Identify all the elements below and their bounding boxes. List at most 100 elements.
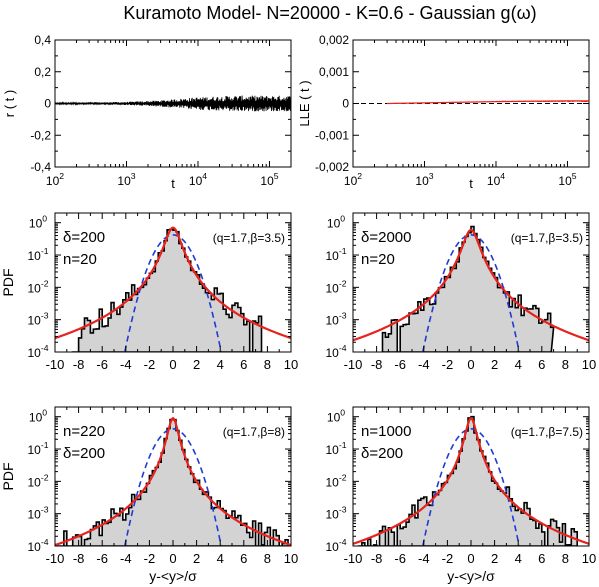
- x-tick-label: -6: [96, 357, 108, 372]
- x-tick-label: 6: [538, 357, 545, 372]
- parameter-label: n=20: [361, 251, 395, 268]
- x-tick-label: -2: [144, 357, 156, 372]
- y-tick-label: 0,4: [34, 33, 51, 47]
- x-tick-label: 104: [487, 171, 505, 188]
- panel-pdf_1: 100 10-1 10-2 10-3 10-4-10 -8 -6 -4 -2 0 2 4 6 8 10 PDF…: [0, 212, 298, 372]
- fit-parameter-label: (q=1.7,β=7.5): [511, 425, 583, 439]
- plot-area: [353, 225, 589, 352]
- x-tick-label: 10: [284, 551, 298, 566]
- x-axis-label: y-<y>/σ: [447, 568, 495, 584]
- x-tick-label: 8: [562, 357, 569, 372]
- panel-pdf_4: 100 10-1 10-2 10-3 10-4-10 -8 -6 -4 -2 0 2 4 6 8 10 y-<…: [325, 406, 596, 584]
- x-tick-label: -10: [46, 357, 65, 372]
- x-axis-label: t: [469, 176, 473, 191]
- y-tick-label: -0,4: [30, 160, 51, 174]
- y-tick-label: 0,001: [319, 65, 349, 79]
- x-tick-label: 10: [582, 357, 596, 372]
- x-tick-label: -8: [73, 551, 85, 566]
- x-tick-label: 4: [217, 357, 224, 372]
- x-tick-label: 4: [515, 551, 522, 566]
- y-tick-label: 10-1: [27, 440, 48, 457]
- x-tick-label: 103: [117, 171, 135, 188]
- histogram-area: [55, 418, 291, 546]
- plot-area: [353, 415, 589, 546]
- x-tick-label: 8: [264, 551, 271, 566]
- y-axis-label: r ( t ): [2, 90, 17, 117]
- x-tick-label: 8: [562, 551, 569, 566]
- x-tick-label: -6: [394, 551, 406, 566]
- x-tick-label: 102: [46, 171, 64, 188]
- x-tick-label: 2: [193, 551, 200, 566]
- y-tick-label: 10-4: [325, 537, 346, 554]
- x-tick-label: 4: [217, 551, 224, 566]
- y-tick-label: 10-2: [325, 472, 346, 489]
- q-gaussian-curve: [353, 416, 589, 545]
- x-tick-label: -4: [120, 551, 132, 566]
- y-tick-label: -0,2: [30, 128, 51, 142]
- parameter-label: n=1000: [361, 423, 411, 440]
- x-tick-label: 2: [491, 357, 498, 372]
- x-tick-label: -4: [418, 357, 430, 372]
- y-tick-label: 10-4: [325, 343, 346, 360]
- q-gaussian-curve: [55, 416, 291, 546]
- plot-area: [55, 416, 291, 546]
- y-tick-label: 10-4: [27, 537, 48, 554]
- gaussian-curve: [123, 428, 223, 546]
- y-tick-label: 10-2: [27, 278, 48, 295]
- x-tick-label: 105: [260, 171, 278, 188]
- x-axis-label: y-<y>/σ: [149, 568, 197, 584]
- gaussian-curve: [123, 234, 223, 352]
- q-gaussian-curve: [55, 226, 291, 340]
- y-tick-label: 10-3: [27, 505, 48, 522]
- x-tick-label: 4: [515, 357, 522, 372]
- y-tick-label: 10-1: [325, 246, 346, 263]
- fit-parameter-label: (q=1.7,β=3.5): [511, 231, 583, 245]
- x-tick-label: 105: [558, 171, 576, 188]
- x-tick-label: -8: [73, 357, 85, 372]
- q-gaussian-curve: [353, 228, 589, 342]
- fit-parameter-label: (q=1.7,β=3.5): [213, 231, 285, 245]
- lle-noise-line: [495, 100, 590, 103]
- x-tick-label: 6: [240, 551, 247, 566]
- x-tick-label: -2: [442, 551, 454, 566]
- y-tick-label: 100: [327, 408, 345, 425]
- x-tick-label: -8: [371, 551, 383, 566]
- histogram-area: [358, 415, 578, 546]
- panel-pdf_2: 100 10-1 10-2 10-3 10-4-10 -8 -6 -4 -2 0 2 4 6 8 10 δ=2…: [325, 212, 596, 372]
- panel-lle_t: -0,002 -0,001 0 0,001 0,002 102 103 104 105 t LLE …: [297, 33, 590, 191]
- x-axis-label: t: [171, 176, 175, 191]
- x-tick-label: -6: [96, 551, 108, 566]
- gaussian-curve: [421, 428, 521, 546]
- fit-parameter-label: (q=1.7,β=8): [223, 425, 285, 439]
- y-tick-label: 10-1: [325, 440, 346, 457]
- parameter-label: n=220: [63, 423, 105, 440]
- x-tick-label: 2: [491, 551, 498, 566]
- x-tick-label: -4: [418, 551, 430, 566]
- y-tick-label: 100: [29, 408, 47, 425]
- x-tick-label: 6: [538, 551, 545, 566]
- y-tick-label: 100: [29, 214, 47, 231]
- x-tick-label: -8: [371, 357, 383, 372]
- x-tick-label: -10: [344, 551, 363, 566]
- y-axis-label: PDF: [0, 463, 16, 491]
- x-tick-label: 104: [189, 171, 207, 188]
- y-tick-label: 100: [327, 214, 345, 231]
- panel-r_t: -0,4 -0,2 0 0,2 0,4 102 103 104 105 t r ( t ): [2, 33, 292, 191]
- parameter-label: n=20: [63, 251, 97, 268]
- x-tick-label: -2: [442, 357, 454, 372]
- x-tick-label: 2: [193, 357, 200, 372]
- x-tick-label: 0: [467, 551, 474, 566]
- y-tick-label: 0: [342, 97, 349, 111]
- x-tick-label: 102: [344, 171, 362, 188]
- panel-pdf_3: 100 10-1 10-2 10-3 10-4-10 -8 -6 -4 -2 0 2 4 6 8 10 PDF…: [0, 406, 298, 584]
- y-tick-label: -0,001: [315, 128, 349, 142]
- x-tick-label: 10: [284, 357, 298, 372]
- y-tick-label: 10-2: [325, 278, 346, 295]
- y-tick-label: 0: [44, 97, 51, 111]
- parameter-label: δ=200: [361, 445, 403, 462]
- y-axis-label: LLE ( t ): [297, 80, 312, 126]
- y-tick-label: 10-3: [325, 505, 346, 522]
- x-tick-label: -10: [46, 551, 65, 566]
- y-tick-label: 10-2: [27, 472, 48, 489]
